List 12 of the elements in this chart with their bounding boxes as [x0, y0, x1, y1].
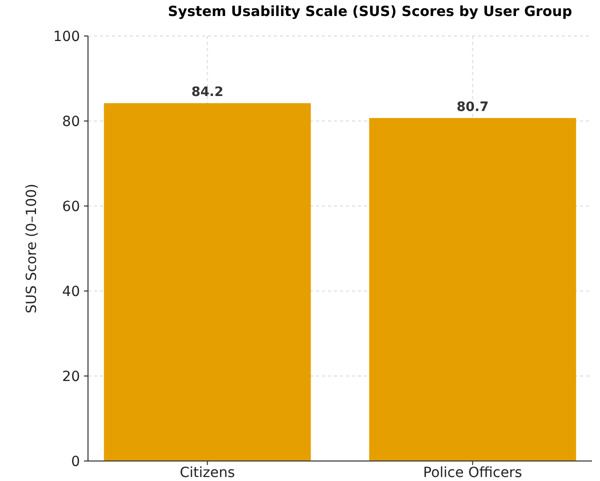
x-tick-label: Police Officers [423, 465, 522, 481]
x-tick-label: Citizens [180, 465, 235, 481]
y-tick-label: 0 [71, 454, 80, 470]
chart-title: System Usability Scale (SUS) Scores by User Group [168, 4, 572, 20]
y-tick-label: 100 [53, 28, 80, 45]
y-tick-label: 60 [62, 198, 80, 215]
data-label: 80.7 [456, 100, 489, 116]
data-label: 84.2 [191, 85, 224, 100]
y-tick-label: 40 [62, 284, 80, 300]
y-axis-title: SUS Score (0–100) [24, 184, 40, 314]
y-tick-label: 80 [62, 114, 80, 130]
y-tick-label: 20 [62, 368, 80, 385]
